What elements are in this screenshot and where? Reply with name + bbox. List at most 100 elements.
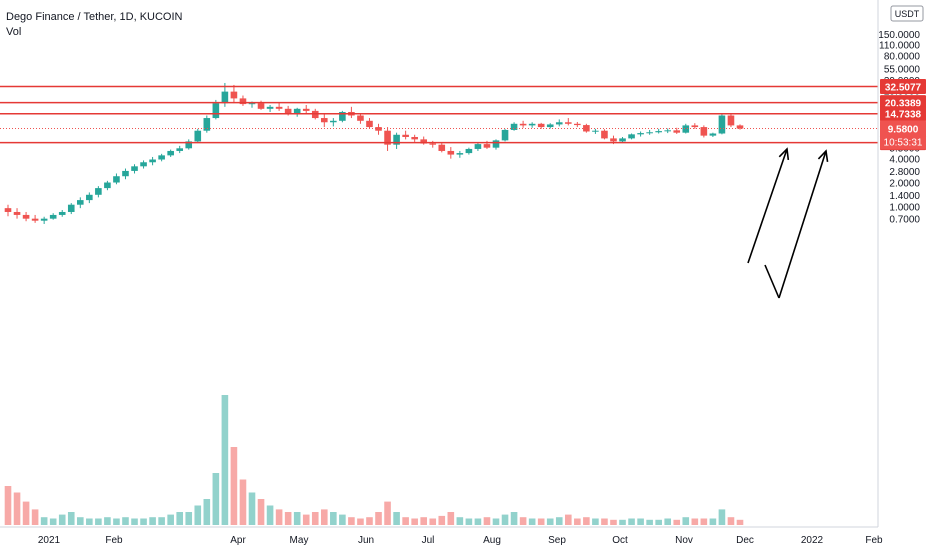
time-tick-label: Feb (105, 535, 123, 546)
volume-bar (275, 509, 283, 525)
time-tick-label: Nov (675, 535, 693, 546)
price-tags: 32.507720.338914.73386.35959.580010:53:3… (880, 78, 926, 151)
volume-bar (619, 519, 626, 525)
level-price-tag (880, 78, 926, 94)
volume-bar (257, 499, 265, 525)
candle-body (104, 182, 111, 189)
candle-body (574, 123, 581, 126)
candle-body (40, 218, 48, 221)
price-tick-label: 4.0000 (889, 155, 920, 166)
candle-body (691, 125, 699, 128)
volume-bar (429, 518, 437, 525)
candle-body (113, 176, 120, 183)
volume-bar (646, 519, 653, 525)
price-tick-label: 1.4000 (889, 191, 920, 202)
candle-body (610, 138, 617, 142)
candle-body (31, 218, 39, 221)
candle-body (537, 123, 545, 128)
candle-body (501, 129, 509, 141)
candle-body (682, 125, 690, 133)
price-tick-label: 80.0000 (884, 51, 921, 62)
candle-body (456, 153, 464, 155)
volume-bar (519, 517, 527, 525)
volume-bar (357, 518, 364, 525)
time-tick-label: Feb (865, 535, 883, 546)
candle-body (519, 123, 527, 126)
volume-bar (67, 512, 75, 525)
level-price-label: 14.7338 (885, 110, 922, 121)
volume-bar (637, 518, 644, 525)
candle-body (384, 130, 391, 145)
currency-badge[interactable] (890, 5, 924, 22)
volume-bar (510, 512, 518, 525)
volume-bar (718, 509, 726, 525)
volume-bar (330, 512, 337, 525)
candle-body (673, 130, 681, 133)
price-tick-label: 150.0000 (878, 30, 920, 41)
volume-bar (348, 517, 355, 525)
candle-body (492, 140, 500, 148)
volume-bar (13, 492, 21, 525)
candle-body (122, 170, 129, 177)
volume-bar (158, 517, 165, 525)
candle-body (592, 130, 599, 132)
volume-bar (736, 519, 744, 525)
candle-body (700, 127, 708, 136)
time-axis[interactable]: 2021 Feb Apr May Jun Jul Aug Sep Oct Nov Dec 2022 Fe… (38, 535, 883, 546)
candle-body (95, 188, 102, 195)
candle-body (185, 141, 193, 149)
annotation-arrow-line (747, 148, 788, 264)
volume-bar (393, 512, 400, 525)
candle-body (67, 204, 75, 212)
annotation-arrowhead (778, 147, 790, 161)
candle-body (275, 106, 283, 109)
candle-body (420, 139, 428, 144)
level-price-label: 20.3389 (885, 99, 922, 110)
volume-bar (709, 518, 717, 525)
candle-body (284, 108, 292, 114)
volume-bar (320, 509, 328, 525)
volume-bar (58, 514, 66, 525)
candle-body (13, 211, 21, 215)
annotation-arrows-layer (747, 147, 829, 299)
time-tick-label: 2022 (801, 535, 824, 546)
candle-body (140, 162, 147, 167)
volume-bar (40, 517, 48, 525)
volume-layer (4, 395, 744, 525)
volume-bar (546, 518, 554, 525)
candle-body (203, 118, 211, 131)
volume-bar (4, 486, 12, 525)
volume-bar (230, 447, 238, 525)
candle-body (564, 122, 572, 124)
candle-body (655, 131, 662, 133)
time-tick-label: May (290, 535, 309, 546)
candle-body (221, 91, 229, 104)
price-tick-label: 2.8000 (889, 167, 920, 178)
level-price-label: 32.5077 (885, 82, 922, 93)
volume-bar (465, 518, 473, 525)
candle-body (664, 130, 672, 132)
time-tick-label: Dec (736, 535, 754, 546)
volume-bar (293, 512, 301, 525)
candle-body (429, 143, 437, 145)
candle-body (583, 125, 590, 132)
volume-bar (185, 512, 193, 525)
volume-bar (592, 518, 599, 525)
volume-bar (49, 518, 57, 525)
volume-bar (95, 518, 102, 525)
annotation-arrowhead (817, 149, 829, 163)
price-tick-label: 0.7000 (889, 215, 920, 226)
price-tick-label: 2.0000 (889, 179, 920, 190)
volume-bar (528, 518, 536, 525)
volume-bar (564, 514, 572, 525)
candle-body (76, 200, 84, 205)
volume-bar (22, 501, 30, 525)
candle-body (718, 115, 726, 134)
volume-bar (456, 517, 464, 525)
price-tick-label: 55.0000 (884, 64, 921, 75)
volume-bar (474, 518, 482, 525)
time-tick-label: Sep (548, 535, 566, 546)
candle-body (212, 103, 220, 119)
